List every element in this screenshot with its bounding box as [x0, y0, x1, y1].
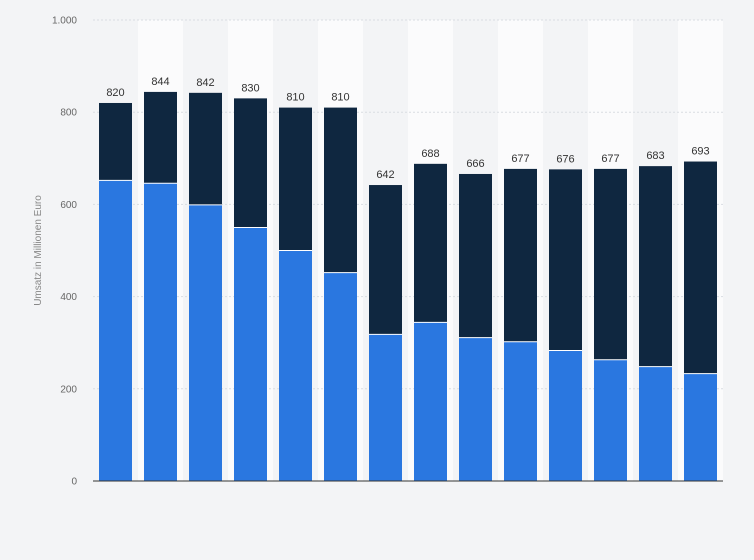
- bar-segment-upper: [234, 98, 267, 228]
- bar-segment-lower: [189, 204, 222, 481]
- bar-segment-lower: [594, 359, 627, 481]
- bar-segment-upper: [144, 91, 177, 184]
- bar-segment-lower: [684, 373, 717, 481]
- y-tick-label: 600: [60, 200, 77, 211]
- bar-total-label: 683: [646, 150, 664, 162]
- bar-total-label: 820: [106, 87, 124, 99]
- bar-segment-lower: [549, 350, 582, 481]
- bar-total-label: 810: [331, 92, 349, 104]
- bar-total-label: 810: [286, 92, 304, 104]
- bar-total-label: 844: [151, 76, 169, 88]
- y-tick-label: 1.000: [52, 16, 77, 27]
- bar-total-label: 693: [691, 146, 709, 158]
- bar-segment-upper: [594, 168, 627, 360]
- bar-total-label: 830: [241, 82, 259, 94]
- y-tick-label: 800: [60, 108, 77, 119]
- bar-segment-lower: [369, 334, 402, 481]
- bar-total-label: 676: [556, 153, 574, 165]
- bar-segment-lower: [144, 183, 177, 481]
- bars: [99, 91, 717, 482]
- bar-segment-upper: [279, 107, 312, 251]
- bar-total-label: 642: [376, 169, 394, 181]
- y-tick-label: 0: [71, 477, 77, 488]
- bar-total-label: 842: [196, 77, 214, 89]
- bar-segment-lower: [279, 250, 312, 481]
- bar-total-label: 688: [421, 148, 439, 160]
- bar-segment-upper: [549, 169, 582, 351]
- bar-segment-lower: [234, 227, 267, 481]
- bar-total-label: 677: [601, 153, 619, 165]
- bar-segment-lower: [459, 337, 492, 481]
- y-axis: 0 200 400 600 800 1.000: [52, 16, 77, 488]
- bar-segment-upper: [99, 102, 132, 181]
- y-tick-label: 400: [60, 292, 77, 303]
- y-tick-label: 200: [60, 384, 77, 395]
- data-labels: 820 844 842 830 810 810 642 688 666 677 676 677 683 6…: [106, 76, 709, 181]
- y-axis-title: Umsatz in Millionen Euro: [33, 195, 44, 306]
- bar-segment-lower: [504, 341, 537, 481]
- bar-total-label: 666: [466, 158, 484, 170]
- bar-segment-upper: [324, 107, 357, 273]
- bar-segment-lower: [414, 322, 447, 481]
- bar-segment-upper: [369, 185, 402, 335]
- bar-segment-upper: [414, 163, 447, 323]
- bar-segment-upper: [504, 168, 537, 342]
- bar-segment-upper: [684, 161, 717, 374]
- bar-segment-upper: [189, 92, 222, 205]
- bar-segment-upper: [459, 173, 492, 338]
- bar-segment-lower: [324, 272, 357, 481]
- bar-segment-lower: [99, 180, 132, 482]
- bar-segment-lower: [639, 366, 672, 481]
- bar-total-label: 677: [511, 153, 529, 165]
- bar-segment-upper: [639, 166, 672, 367]
